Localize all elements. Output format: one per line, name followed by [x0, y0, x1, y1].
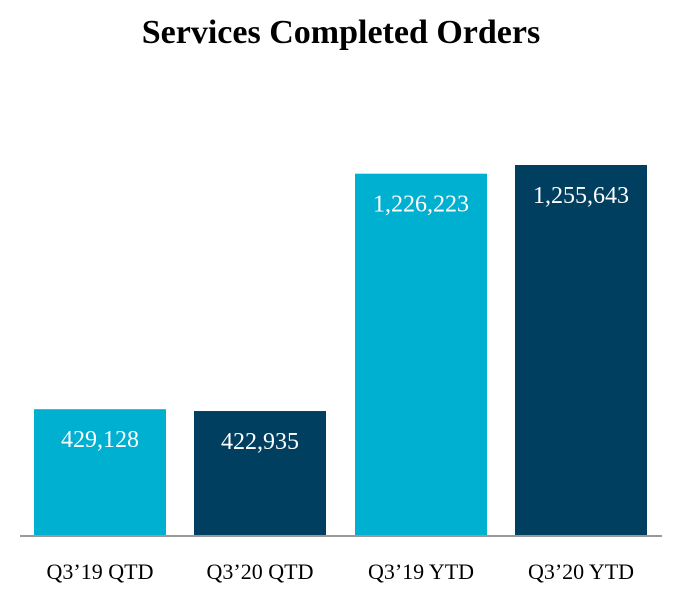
data-label-4: 1,255,643: [533, 183, 629, 209]
chart-title: Services Completed Orders: [141, 14, 541, 51]
x-tick-label-4: Q3’20 YTD: [528, 559, 634, 584]
bar-4: [515, 165, 647, 536]
bar-2: [194, 411, 326, 536]
data-label-1: 429,128: [61, 427, 139, 453]
x-tick-label-1: Q3’19 QTD: [47, 559, 154, 584]
x-tick-group: Q3’19 QTD Q3’20 QTD Q3’19 YTD Q3’20 YTD: [47, 559, 635, 584]
bar-group: [34, 165, 647, 536]
x-tick-label-3: Q3’19 YTD: [368, 559, 474, 584]
bar-3: [355, 173, 487, 536]
x-tick-label-2: Q3’20 QTD: [207, 559, 314, 584]
data-label-3: 1,226,223: [373, 192, 469, 218]
data-label-2: 422,935: [221, 429, 299, 455]
bar-1: [34, 409, 166, 536]
data-label-group: 429,128 422,935 1,226,223 1,255,643: [61, 183, 629, 455]
